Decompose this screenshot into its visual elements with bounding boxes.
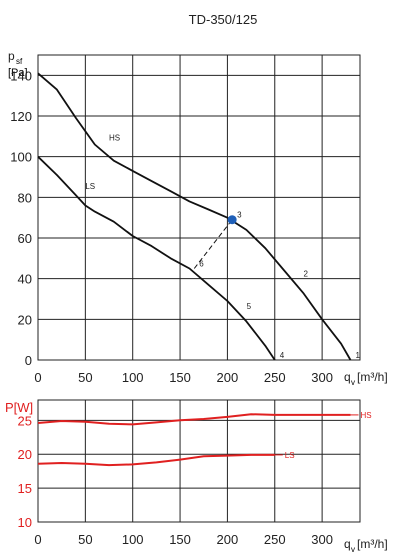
pressure-y-tick-label: 40 [18,272,32,287]
pressure-x-tick-label: 150 [169,370,191,385]
chart-title: TD-350/125 [189,12,258,27]
power-x-axis-title-unit: [m³/h] [357,537,388,551]
pressure-y-tick-label: 0 [25,353,32,368]
pressure-grid [37,54,361,361]
x-axis-title-main: q [344,370,351,384]
power-tick-labels: 0 50 100 150 200 250 300 10 15 20 25 [18,413,333,547]
pressure-y-tick-label: 60 [18,231,32,246]
pressure-x-tick-label: 100 [122,370,144,385]
power-series-label-hs: HS [361,411,372,420]
pressure-curve-label: LS [85,182,95,191]
operating-point-label: 5 [247,302,252,311]
power-x-axis-title-main: q [344,537,351,551]
system-curve-dashed-line [193,219,233,269]
operating-point-label: 2 [303,270,308,279]
y-axis-title-main: p [8,49,15,63]
power-x-tick-label: 250 [264,532,286,547]
power-x-tick-label: 100 [122,532,144,547]
power-y-axis-title: P[W] [5,400,33,415]
x-axis-title-sub: v [351,378,355,387]
power-series-label-ls: LS [285,451,295,460]
power-series-line-ls [37,453,275,467]
y-axis-title-sub: sf [16,57,23,66]
pressure-x-tick-label: 50 [78,370,92,385]
power-x-tick-label: 50 [78,532,92,547]
pressure-tick-labels: 0 50 100 150 200 250 300 0 20 40 60 80 100 120 140 [10,68,333,385]
operating-point-label: 4 [280,351,285,360]
pressure-y-tick-label: 80 [18,190,32,205]
power-x-tick-label: 200 [217,532,239,547]
pressure-y-tick-label: 120 [10,109,32,124]
power-chart: P[W] 0 50 100 150 200 250 300 10 15 20 25 HS LS q v… [5,399,388,554]
power-y-tick-label: 10 [18,515,32,530]
pressure-series: HS LS [37,72,352,361]
pressure-x-tick-label: 300 [311,370,333,385]
power-grid [37,399,361,523]
pressure-y-tick-label: 140 [10,68,32,83]
power-y-tick-label: 25 [18,413,32,428]
power-y-tick-label: 20 [18,447,32,462]
pressure-plot-frame [37,54,361,361]
power-x-tick-label: 300 [311,532,333,547]
power-x-tick-label: 150 [169,532,191,547]
pressure-x-tick-label: 200 [217,370,239,385]
operating-point-marker [227,215,237,225]
operating-point-label: 6 [199,260,204,269]
pressure-series-line-hs [37,72,352,361]
power-series: HS LS [37,411,372,467]
pressure-chart: TD-350/125 p sf [Pa] 0 50 100 150 200 250 3000… [8,12,388,387]
pressure-x-tick-label: 0 [34,370,41,385]
power-x-axis-title-sub: v [351,545,355,554]
operating-point-label: 1 [356,351,361,360]
power-y-tick-label: 15 [18,481,32,496]
pressure-curve-label: HS [109,133,120,142]
pressure-y-tick-label: 100 [10,150,32,165]
pressure-operating-points: 1 2 3 4 5 6 [199,211,360,360]
pressure-x-tick-label: 250 [264,370,286,385]
pressure-series-line-ls [37,156,276,361]
x-axis-title-unit: [m³/h] [357,370,388,384]
y-axis-title-unit: [Pa] [8,67,28,79]
operating-point-label: 3 [237,211,242,220]
power-series-line-hs [37,413,351,426]
power-x-tick-label: 0 [34,532,41,547]
pressure-y-tick-label: 20 [18,312,32,327]
